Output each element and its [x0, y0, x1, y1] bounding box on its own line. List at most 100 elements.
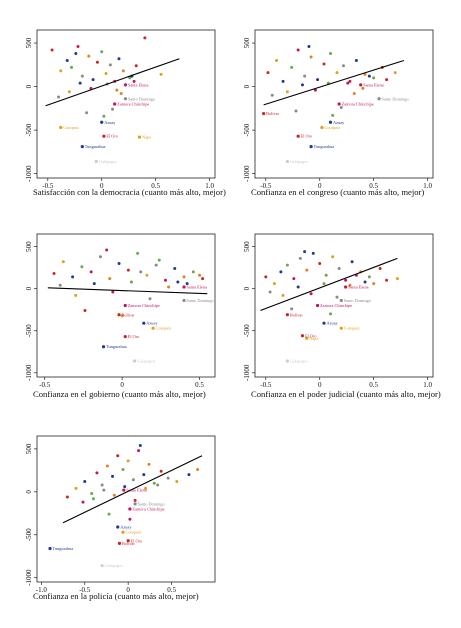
labeled-point-marker [117, 313, 121, 317]
data-point [142, 473, 146, 477]
data-point [311, 251, 315, 255]
y-tick-label: 500 [25, 37, 33, 48]
data-point [132, 79, 136, 83]
labeled-point-marker [285, 313, 289, 317]
x-tick-label: -0.5 [260, 182, 272, 190]
data-point [335, 295, 339, 299]
data-point [385, 278, 389, 282]
fit-line [260, 257, 398, 312]
fit-line [47, 287, 208, 295]
data-point [318, 261, 322, 265]
x-tick-label: 0.5 [151, 182, 160, 190]
point-label: Galápagos [290, 359, 308, 364]
labeled-point-marker [102, 134, 106, 138]
data-point [71, 275, 75, 279]
point-label: Bolívar [122, 541, 135, 546]
data-point [182, 275, 186, 279]
data-point [367, 74, 371, 78]
data-point [107, 512, 111, 516]
point-label: El Oro [128, 334, 140, 339]
x-tick-label: 0 [126, 586, 130, 594]
fit-line [62, 455, 203, 524]
x-tick-label: -0.5 [260, 381, 272, 389]
data-point [348, 79, 352, 83]
labeled-point-marker [320, 125, 324, 130]
data-point [121, 69, 125, 73]
data-point [117, 261, 121, 265]
labeled-point-marker [123, 335, 127, 339]
data-point [74, 293, 78, 297]
point-label: Zamora Chinchipe [128, 303, 160, 308]
data-point [354, 58, 358, 62]
data-point [329, 312, 333, 316]
point-label: Santa Elena [187, 284, 207, 289]
data-point [126, 268, 130, 272]
labeled-point-marker [59, 125, 63, 130]
labeled-point-marker [300, 334, 305, 338]
data-point [266, 71, 270, 75]
labeled-point-marker [80, 145, 84, 149]
data-point [275, 58, 279, 62]
data-point [152, 481, 156, 485]
data-point [119, 92, 123, 96]
x-tick-label: -0.5 [39, 381, 51, 389]
data-point [108, 63, 112, 67]
point-label: Galápagos [99, 159, 117, 164]
labeled-point-marker [377, 97, 381, 101]
labeled-point-marker [123, 83, 128, 87]
data-point [185, 282, 189, 286]
point-label: Cotopaxi [156, 326, 173, 331]
data-point [395, 277, 399, 281]
data-point [372, 76, 376, 80]
data-point [57, 95, 61, 99]
x-tick-label: 0 [100, 182, 104, 190]
point-label: Santa Elena [128, 82, 148, 87]
data-point [83, 309, 87, 313]
point-label: El Oro [301, 134, 313, 139]
data-point [292, 277, 296, 281]
labeled-point-marker [133, 502, 137, 506]
data-point [59, 69, 63, 73]
x-tick-label: 0.5 [369, 182, 378, 190]
data-point [281, 79, 285, 83]
labeled-point-marker [123, 303, 127, 308]
data-point [166, 476, 170, 480]
data-point [378, 266, 382, 270]
data-point [279, 270, 283, 274]
labeled-point-marker [121, 530, 125, 534]
point-label: Santo Domingo [344, 298, 371, 303]
data-point [191, 270, 195, 274]
y-tick-label: 0 [25, 490, 33, 494]
data-point [346, 81, 350, 85]
point-label: Santa Elena [126, 488, 146, 493]
data-point [104, 72, 108, 76]
data-point [272, 282, 276, 286]
x-tick-label: 0 [318, 381, 322, 389]
x-tick-label: 1.0 [423, 182, 432, 190]
data-point [339, 105, 343, 109]
data-point [111, 290, 115, 294]
data-point [363, 72, 367, 76]
data-point [393, 71, 397, 75]
data-point [187, 473, 191, 477]
data-point [344, 278, 348, 282]
y-tick-label: -1000 [25, 165, 33, 182]
data-point [100, 483, 104, 487]
labeled-point-marker [359, 83, 363, 87]
data-point [305, 268, 309, 272]
labeled-point-marker [117, 541, 122, 545]
point-label: Galápagos [137, 359, 155, 364]
data-point [120, 314, 124, 318]
plot-frame [254, 29, 434, 179]
data-point [74, 52, 78, 56]
data-point [159, 72, 163, 76]
data-point [89, 270, 93, 274]
labeled-point-marker [344, 285, 348, 289]
data-point [131, 478, 135, 482]
data-point [102, 114, 106, 118]
data-point [80, 74, 84, 78]
chart-panel-3: 500 0 -500 -1000 -0.5 0 0.5 Santa Elena Zamora C… [25, 233, 216, 399]
point-label: Santo Domingo [128, 96, 155, 101]
x-tick-label: 1.0 [205, 182, 214, 190]
data-point [134, 64, 138, 68]
